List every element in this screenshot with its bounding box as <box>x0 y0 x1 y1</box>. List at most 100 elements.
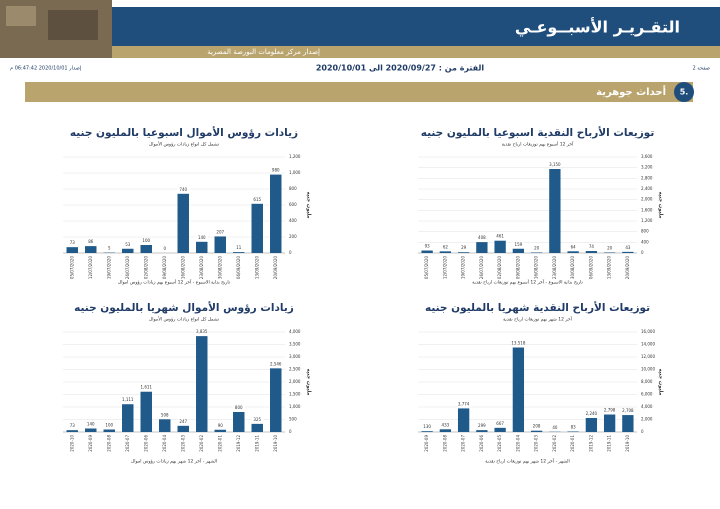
y-tick-label: 8,000 <box>641 379 653 384</box>
value-label-box <box>140 385 153 391</box>
x-tick-label: 2020-06 <box>143 435 148 452</box>
value-label-box <box>530 424 543 430</box>
value-label: 508 <box>161 412 169 417</box>
bar <box>494 240 506 253</box>
value-label: 86 <box>88 239 94 244</box>
bar <box>476 430 488 432</box>
x-tick-label: 2020-03 <box>534 435 539 452</box>
bar <box>439 251 452 253</box>
bar <box>214 236 226 253</box>
bar <box>196 241 208 253</box>
x-tick-label: 23/08/2020 <box>552 256 557 280</box>
value-label: 2,546 <box>270 361 282 366</box>
bar <box>122 248 134 253</box>
x-tick-label: 2020-08 <box>106 435 111 452</box>
bar <box>251 423 263 432</box>
value-label: 2,708 <box>622 408 634 413</box>
y-tick-label: 3,500 <box>289 342 301 347</box>
value-label: 980 <box>272 168 280 173</box>
bar <box>421 431 433 432</box>
chart-title: توزيعات الأرباح النقدية اسبوعيا بالمليون… <box>421 126 655 139</box>
x-tick-label: 12/07/2020 <box>88 256 93 280</box>
x-tick-label: 2020-02 <box>552 435 557 452</box>
bar <box>585 418 598 432</box>
x-tick-label: 2019-12 <box>236 435 241 452</box>
y-tick-label: 2,000 <box>289 379 301 384</box>
y-axis-label: مليون جنيه <box>306 368 312 395</box>
bar <box>622 251 634 253</box>
x-tick-label: 2020-02 <box>199 435 204 452</box>
value-label: 1,611 <box>141 385 153 390</box>
x-tick-label: 2020-09 <box>424 435 429 452</box>
bar <box>85 428 97 432</box>
y-tick-label: 3,200 <box>641 165 653 170</box>
bar <box>159 419 171 432</box>
value-label-box <box>232 405 245 411</box>
bar <box>603 252 616 253</box>
x-tick-label: 05/07/2020 <box>424 256 429 280</box>
value-label: 325 <box>253 417 261 422</box>
bar <box>270 368 282 432</box>
x-tick-label: 2020-04 <box>515 435 520 452</box>
x-tick-label: 2019-10 <box>273 435 278 452</box>
header-photo-detail <box>6 6 36 26</box>
value-label-box <box>269 168 282 174</box>
bar <box>512 248 525 253</box>
y-tick-label: 2,400 <box>641 186 653 191</box>
value-label-box <box>251 197 264 203</box>
y-tick-label: 1,500 <box>289 392 301 397</box>
x-tick-label: 2020-06 <box>479 435 484 452</box>
x-tick-label: 2020-09 <box>88 435 93 452</box>
x-tick-label: 2019-12 <box>588 435 593 452</box>
bar <box>103 429 115 432</box>
value-label-box <box>214 423 227 429</box>
bar <box>421 250 433 253</box>
value-label: 73 <box>70 423 76 428</box>
value-label: 130 <box>423 424 431 429</box>
value-label: 100 <box>105 423 113 428</box>
bar <box>476 242 488 253</box>
chart-title: زيادات رؤوس الأموال شهريا بالمليون جنيه <box>74 301 294 314</box>
value-label: 800 <box>235 405 243 410</box>
value-label-box <box>121 397 134 403</box>
y-tick-label: 2,500 <box>289 367 301 372</box>
bar <box>66 430 78 432</box>
value-label: 159 <box>515 242 523 247</box>
bar <box>177 425 189 432</box>
bar <box>233 412 245 432</box>
y-tick-label: 800 <box>641 229 649 234</box>
page-number: صفحة 2 <box>693 66 710 72</box>
value-label-box <box>548 425 561 431</box>
x-tick-label: 2019-11 <box>254 435 259 452</box>
header-title: التقـريـر الأسبــوعـي <box>515 18 680 38</box>
header-subtitle: إصدار مركز معلومات البورصة المصرية <box>207 48 320 56</box>
y-tick-label: 1,200 <box>289 154 301 159</box>
value-label: 11 <box>236 245 242 250</box>
x-tick-label: 05/07/2020 <box>69 256 74 280</box>
value-label: 83 <box>571 424 577 429</box>
bar <box>530 430 543 432</box>
value-label-box <box>530 245 543 251</box>
y-tick-label: 12,000 <box>641 354 655 359</box>
value-label-box <box>251 417 264 423</box>
value-label-box <box>512 242 525 248</box>
x-tick-label: 30/08/2020 <box>217 256 222 280</box>
chart-subtitle: آخر 12 شهر بهم توزيعات ارباح نقدية <box>503 317 573 323</box>
x-tick-label: 19/07/2020 <box>106 256 111 280</box>
x-tick-label: 16/08/2020 <box>534 256 539 280</box>
value-label: 2,798 <box>604 408 616 413</box>
value-label: 5 <box>108 246 111 251</box>
chart-title: توزيعات الأرباح النقدية شهريا بالمليون ج… <box>425 301 650 314</box>
x-tick-label: 06/09/2020 <box>236 256 241 280</box>
value-label: 29 <box>461 245 467 250</box>
value-label-box <box>195 235 208 241</box>
y-tick-label: 4,000 <box>641 404 653 409</box>
x-tick-label: 2019-11 <box>607 435 612 452</box>
value-label: 667 <box>496 421 504 426</box>
y-tick-label: 0 <box>289 250 292 255</box>
x-tick-label: 13/09/2020 <box>607 256 612 280</box>
x-tick-label: 2020-01 <box>217 435 222 452</box>
value-label: 1,111 <box>122 397 134 402</box>
header-strip <box>112 46 720 58</box>
bar <box>66 247 78 253</box>
